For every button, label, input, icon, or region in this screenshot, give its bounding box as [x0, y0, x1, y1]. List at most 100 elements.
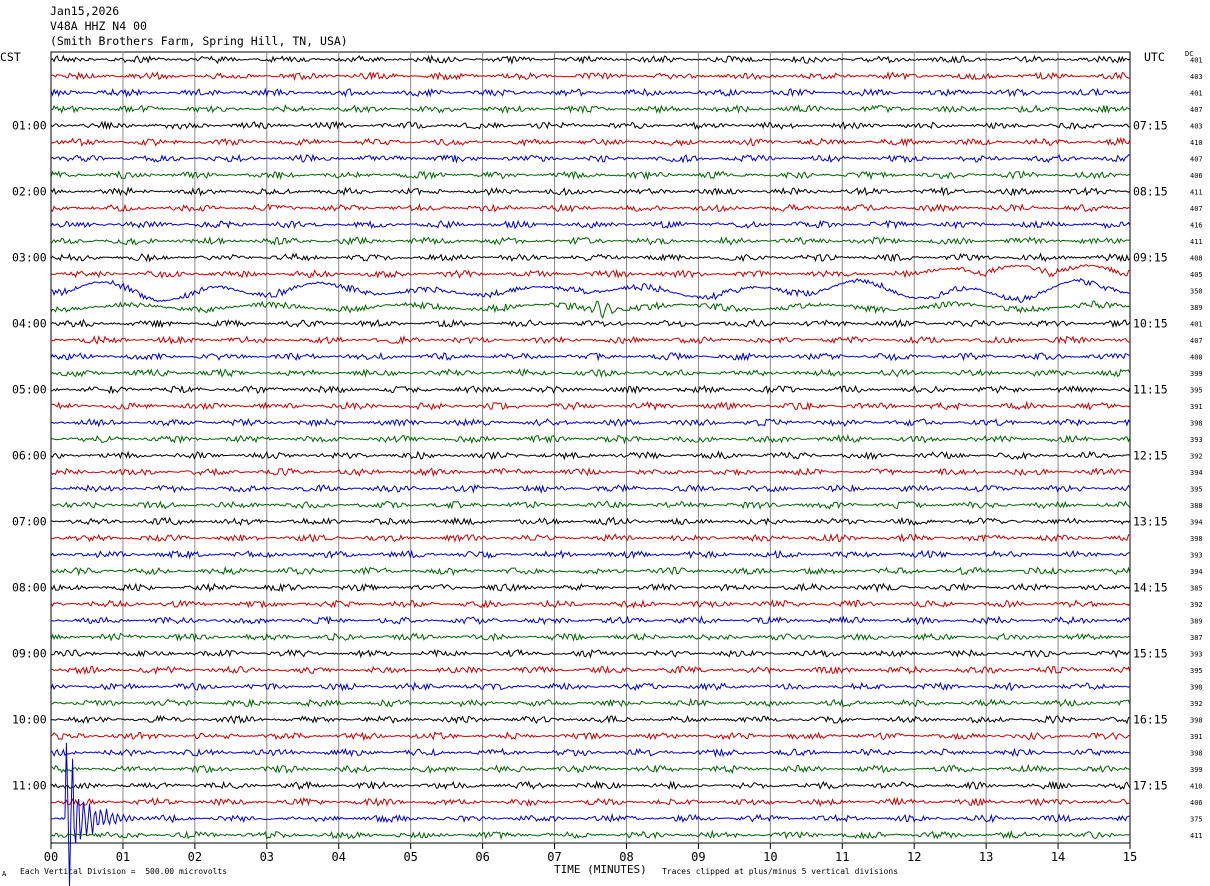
seismic-trace	[50, 87, 1130, 98]
dc-offset-label: 410	[1190, 783, 1203, 791]
corner-mark: A	[2, 870, 7, 878]
right-hour-label: 11:15	[1133, 383, 1168, 397]
x-tick-label: 14	[1051, 850, 1065, 864]
seismic-trace	[50, 466, 1131, 478]
seismic-trace	[50, 763, 1131, 775]
seismic-trace	[50, 384, 1131, 395]
right-hour-label: 16:15	[1133, 713, 1168, 727]
dc-offset-label: 411	[1190, 832, 1203, 840]
dc-offset-label: 410	[1190, 139, 1203, 147]
dc-offset-label: 398	[1190, 420, 1203, 428]
dc-offset-label: 401	[1190, 321, 1203, 329]
x-tick-label: 09	[691, 850, 705, 864]
dc-offset-label: 403	[1190, 123, 1203, 131]
dc-offset-label: 407	[1190, 106, 1203, 114]
seismic-trace	[50, 54, 1131, 66]
seismic-trace	[50, 747, 1131, 758]
seismic-trace	[50, 681, 1131, 692]
right-hour-label: 12:15	[1133, 449, 1168, 463]
seismic-trace	[50, 742, 1131, 886]
header-date: Jan15,2026	[50, 4, 120, 18]
x-tick-label: 07	[547, 850, 561, 864]
seismic-trace	[50, 417, 1131, 428]
dc-offset-label: 407	[1190, 156, 1203, 164]
dc-offset-label: 393	[1190, 651, 1203, 659]
dc-offset-label: 391	[1190, 733, 1203, 741]
seismic-trace	[50, 714, 1131, 725]
x-tick-label: 03	[260, 850, 274, 864]
seismic-trace	[50, 153, 1131, 164]
right-hour-label: 13:15	[1133, 515, 1168, 529]
dc-offset-label: 411	[1190, 238, 1203, 246]
left-hour-label: 02:00	[12, 185, 47, 199]
seismic-trace	[50, 450, 1131, 461]
dc-offset-label: 388	[1190, 502, 1203, 510]
seismic-trace	[50, 433, 1131, 445]
seismic-trace	[51, 483, 1131, 494]
dc-offset-label: 390	[1190, 684, 1203, 692]
seismic-trace	[50, 400, 1131, 411]
dc-offset-label: 407	[1190, 337, 1203, 345]
left-hour-label: 05:00	[12, 383, 47, 397]
left-axis-label: CST	[0, 50, 21, 64]
x-tick-label: 12	[907, 850, 921, 864]
dc-offset-label: 401	[1190, 57, 1203, 65]
seismic-trace	[50, 71, 1131, 82]
left-hour-label: 03:00	[12, 251, 47, 265]
header-location: (Smith Brothers Farm, Spring Hill, TN, U…	[50, 34, 348, 48]
dc-offset-label: 395	[1190, 387, 1203, 395]
dc-offset-label: 407	[1190, 205, 1203, 213]
seismic-trace	[50, 731, 1131, 742]
seismic-trace	[50, 335, 1131, 345]
seismic-trace	[50, 170, 1131, 181]
seismic-trace	[50, 796, 1130, 808]
dc-offset-label: 387	[1190, 634, 1203, 642]
scale-note: Each Vertical Division = 500.00 microvol…	[20, 867, 228, 876]
dc-offset-label: 398	[1190, 717, 1203, 725]
dc-offset-label: 394	[1190, 469, 1203, 477]
dc-offset-label: 389	[1190, 304, 1203, 312]
right-hour-label: 15:15	[1133, 647, 1168, 661]
seismic-trace	[50, 264, 1131, 280]
x-tick-label: 06	[475, 850, 489, 864]
seismic-trace	[50, 697, 1131, 708]
dc-offset-label: 406	[1190, 799, 1203, 807]
seismic-trace	[50, 318, 1131, 329]
dc-offset-label: 398	[1190, 750, 1203, 758]
seismic-trace	[50, 219, 1131, 230]
dc-offset-label: 405	[1190, 271, 1203, 279]
seismic-trace	[50, 565, 1131, 577]
seismic-trace	[50, 367, 1131, 378]
x-tick-label: 08	[619, 850, 633, 864]
seismic-trace	[50, 104, 1131, 115]
x-tick-label: 01	[116, 850, 130, 864]
x-tick-label: 05	[403, 850, 417, 864]
dc-offset-label: 400	[1190, 354, 1203, 362]
right-hour-label: 14:15	[1133, 581, 1168, 595]
dc-offset-label: 395	[1190, 486, 1203, 494]
dc-offset-label: 393	[1190, 552, 1203, 560]
seismic-trace	[50, 203, 1131, 213]
dc-offset-label: 399	[1190, 766, 1203, 774]
right-hour-label: 08:15	[1133, 185, 1168, 199]
dc-offset-label: 392	[1190, 700, 1203, 708]
right-hour-label: 07:15	[1133, 119, 1168, 133]
left-hour-label: 01:00	[12, 119, 47, 133]
seismic-trace	[50, 236, 1131, 246]
seismic-trace	[50, 780, 1131, 791]
dc-offset-label: 403	[1190, 73, 1203, 81]
seismic-trace	[50, 300, 1131, 320]
seismic-trace	[50, 582, 1131, 593]
left-hour-label: 08:00	[12, 581, 47, 595]
right-hour-label: 17:15	[1133, 779, 1168, 793]
seismic-trace	[50, 186, 1131, 197]
left-hour-label: 11:00	[12, 779, 47, 793]
left-hour-label: 07:00	[12, 515, 47, 529]
seismic-trace	[50, 615, 1131, 626]
dc-offset-label: 392	[1190, 601, 1203, 609]
right-hour-label: 10:15	[1133, 317, 1168, 331]
x-tick-label: 10	[763, 850, 777, 864]
x-axis-title: TIME (MINUTES)	[554, 863, 647, 876]
seismic-trace	[50, 516, 1131, 527]
